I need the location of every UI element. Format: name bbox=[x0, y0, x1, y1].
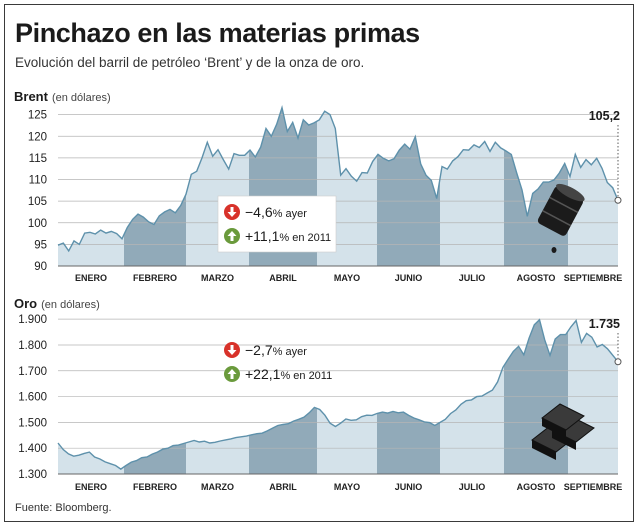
month-label: ABRIL bbox=[269, 273, 297, 283]
page-title: Pinchazo en las materias primas bbox=[15, 18, 420, 48]
arrow-up-icon bbox=[224, 228, 240, 244]
stat-suffix: % en 2011 bbox=[280, 370, 332, 382]
stat-value: +22,1 bbox=[245, 366, 281, 382]
barrel-ring bbox=[542, 210, 572, 227]
gold-chart: Oro (en dólares) 1.300 1.400 1.500 1.600 1.700… bbox=[14, 296, 622, 492]
y-tick-label: 1.400 bbox=[18, 443, 47, 455]
arrow-up-icon bbox=[224, 366, 240, 382]
y-tick-label: 125 bbox=[28, 110, 47, 122]
barrel-top bbox=[556, 183, 585, 202]
chart-title: Oro (en dólares) bbox=[14, 296, 100, 311]
arrow-down-icon bbox=[224, 204, 240, 220]
y-tick-label: 95 bbox=[34, 239, 47, 251]
gold-bar-side bbox=[532, 440, 556, 460]
stat-text: +22,1% en 2011 bbox=[245, 366, 332, 382]
y-tick-label: 1.500 bbox=[18, 417, 47, 429]
month-label: FEBRERO bbox=[133, 482, 177, 492]
series-line bbox=[57, 105, 619, 253]
last-value-point bbox=[614, 358, 622, 366]
barrel-ring bbox=[549, 196, 579, 214]
month-band bbox=[440, 107, 504, 266]
y-tick-label: 105 bbox=[28, 196, 47, 208]
stat-suffix: % en 2011 bbox=[279, 232, 331, 244]
month-label: JULIO bbox=[459, 482, 486, 492]
stat-text: −2,7% ayer bbox=[245, 342, 307, 358]
oil-drop bbox=[551, 247, 557, 253]
month-label: MAYO bbox=[334, 273, 360, 283]
stat-text: +11,1% en 2011 bbox=[245, 228, 331, 244]
month-label: MARZO bbox=[201, 273, 234, 283]
y-tick-label: 120 bbox=[28, 131, 47, 143]
last-value-label: 105,2 bbox=[589, 109, 620, 123]
stat-suffix: % ayer bbox=[273, 346, 308, 358]
gold-bar-side bbox=[552, 430, 576, 450]
y-tick-label: 1.700 bbox=[18, 366, 47, 378]
stat-suffix: % ayer bbox=[273, 208, 308, 220]
gold-bars-icon bbox=[531, 403, 595, 460]
month-label: JUNIO bbox=[395, 273, 423, 283]
chart-title: Brent (en dólares) bbox=[14, 89, 111, 104]
stat-text: −4,6% ayer bbox=[245, 204, 307, 220]
page-subtitle: Evolución del barril de petróleo ‘Brent’… bbox=[15, 55, 365, 70]
brent-chart: Brent (en dólares) 90 95 100 105 110 115 120 125 E… bbox=[14, 89, 623, 283]
source-note: Fuente: Bloomberg. bbox=[15, 502, 112, 514]
last-value-label: 1.735 bbox=[589, 317, 620, 331]
month-label: ENERO bbox=[75, 273, 107, 283]
stat-value: −2,7 bbox=[245, 342, 273, 358]
arrow-down-icon bbox=[224, 342, 240, 358]
y-tick-label: 110 bbox=[29, 175, 47, 187]
month-label: MARZO bbox=[201, 482, 234, 492]
month-band bbox=[504, 107, 568, 266]
y-tick-label: 1.600 bbox=[18, 392, 47, 404]
month-label: ABRIL bbox=[269, 482, 297, 492]
month-band bbox=[124, 107, 186, 266]
month-label: SEPTIEMBRE bbox=[564, 482, 623, 492]
chart-title-name: Brent bbox=[14, 89, 49, 104]
month-band bbox=[377, 107, 440, 266]
month-label: MAYO bbox=[334, 482, 360, 492]
series-line bbox=[57, 318, 619, 470]
chart-title-name: Oro bbox=[14, 296, 37, 311]
month-label: JUNIO bbox=[395, 482, 423, 492]
y-tick-label: 1.800 bbox=[18, 340, 47, 352]
arrow-glyph bbox=[227, 345, 237, 355]
stats-box: −4,6% ayer +11,1% en 2011 bbox=[217, 195, 337, 253]
month-band bbox=[58, 107, 124, 266]
arrow-glyph bbox=[227, 369, 237, 379]
last-value-point bbox=[614, 196, 622, 204]
y-tick-label: 1.300 bbox=[18, 469, 47, 481]
gold-bar-side bbox=[542, 418, 566, 438]
chart-unit: (en dólares) bbox=[41, 299, 100, 311]
stats-box: −2,7% ayer +22,1% en 2011 bbox=[224, 342, 332, 382]
stat-value: +11,1 bbox=[245, 228, 280, 244]
arrow-glyph bbox=[227, 231, 237, 241]
chart-unit: (en dólares) bbox=[52, 92, 111, 104]
arrow-glyph bbox=[227, 207, 237, 217]
month-bands bbox=[58, 107, 618, 266]
month-label: AGOSTO bbox=[517, 482, 556, 492]
stats-box-bg bbox=[217, 195, 337, 253]
y-tick-label: 90 bbox=[34, 261, 47, 273]
month-label: ENERO bbox=[75, 482, 107, 492]
y-tick-label: 1.900 bbox=[18, 314, 47, 326]
month-label: FEBRERO bbox=[133, 273, 177, 283]
y-tick-label: 115 bbox=[29, 153, 47, 165]
month-label: AGOSTO bbox=[517, 273, 556, 283]
stat-value: −4,6 bbox=[245, 204, 273, 220]
y-tick-label: 100 bbox=[28, 218, 47, 230]
month-label: JULIO bbox=[459, 273, 486, 283]
oil-barrel-icon bbox=[537, 183, 585, 236]
month-label: SEPTIEMBRE bbox=[564, 273, 623, 283]
